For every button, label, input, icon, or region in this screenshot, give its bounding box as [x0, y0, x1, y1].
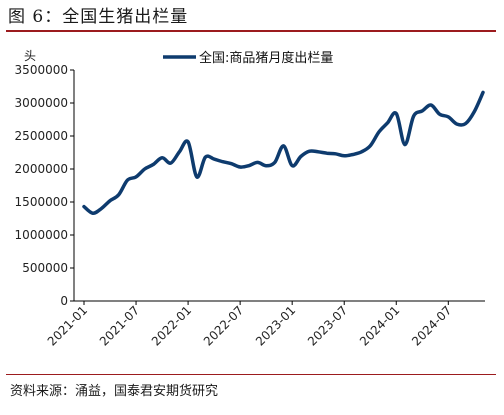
source-divider — [6, 374, 496, 375]
x-axis: 2021-01 2021-07 2022-01 2022-07 2023-01 2023-… — [45, 300, 485, 349]
y-axis: 头 0 500000 1000000 1500000 2000000 2500000 3000… — [15, 49, 75, 308]
y-tick-label: 1500000 — [15, 195, 68, 209]
x-tick-label: 2021-01 — [45, 303, 90, 348]
figure-title: 图 6：全国生猪出栏量 — [8, 7, 189, 27]
title-divider — [6, 30, 496, 32]
series-layer — [82, 90, 485, 215]
x-tick-label: 2024-07 — [409, 303, 454, 348]
source-note: 资料来源：涌益，国泰君安期货研究 — [10, 384, 219, 399]
y-axis-unit: 头 — [24, 49, 36, 63]
x-tick-label: 2021-07 — [97, 303, 142, 348]
y-tick-label: 2500000 — [15, 129, 68, 143]
y-tick-label: 3000000 — [15, 96, 68, 110]
y-tick-label: 0 — [60, 294, 68, 308]
legend: 全国:商品猪月度出栏量 — [163, 50, 333, 66]
y-tick-label: 500000 — [22, 261, 68, 275]
y-tick-label: 3500000 — [15, 63, 68, 77]
y-tick-label: 2000000 — [15, 162, 68, 176]
series-line — [82, 90, 485, 215]
x-tick-label: 2023-01 — [253, 303, 298, 348]
x-tick-label: 2023-07 — [305, 303, 350, 348]
x-tick-label: 2022-01 — [149, 303, 194, 348]
x-tick-label: 2024-01 — [357, 303, 402, 348]
x-tick-label: 2022-07 — [201, 303, 246, 348]
y-tick-label: 1000000 — [15, 228, 68, 242]
legend-label: 全国:商品猪月度出栏量 — [199, 50, 333, 66]
